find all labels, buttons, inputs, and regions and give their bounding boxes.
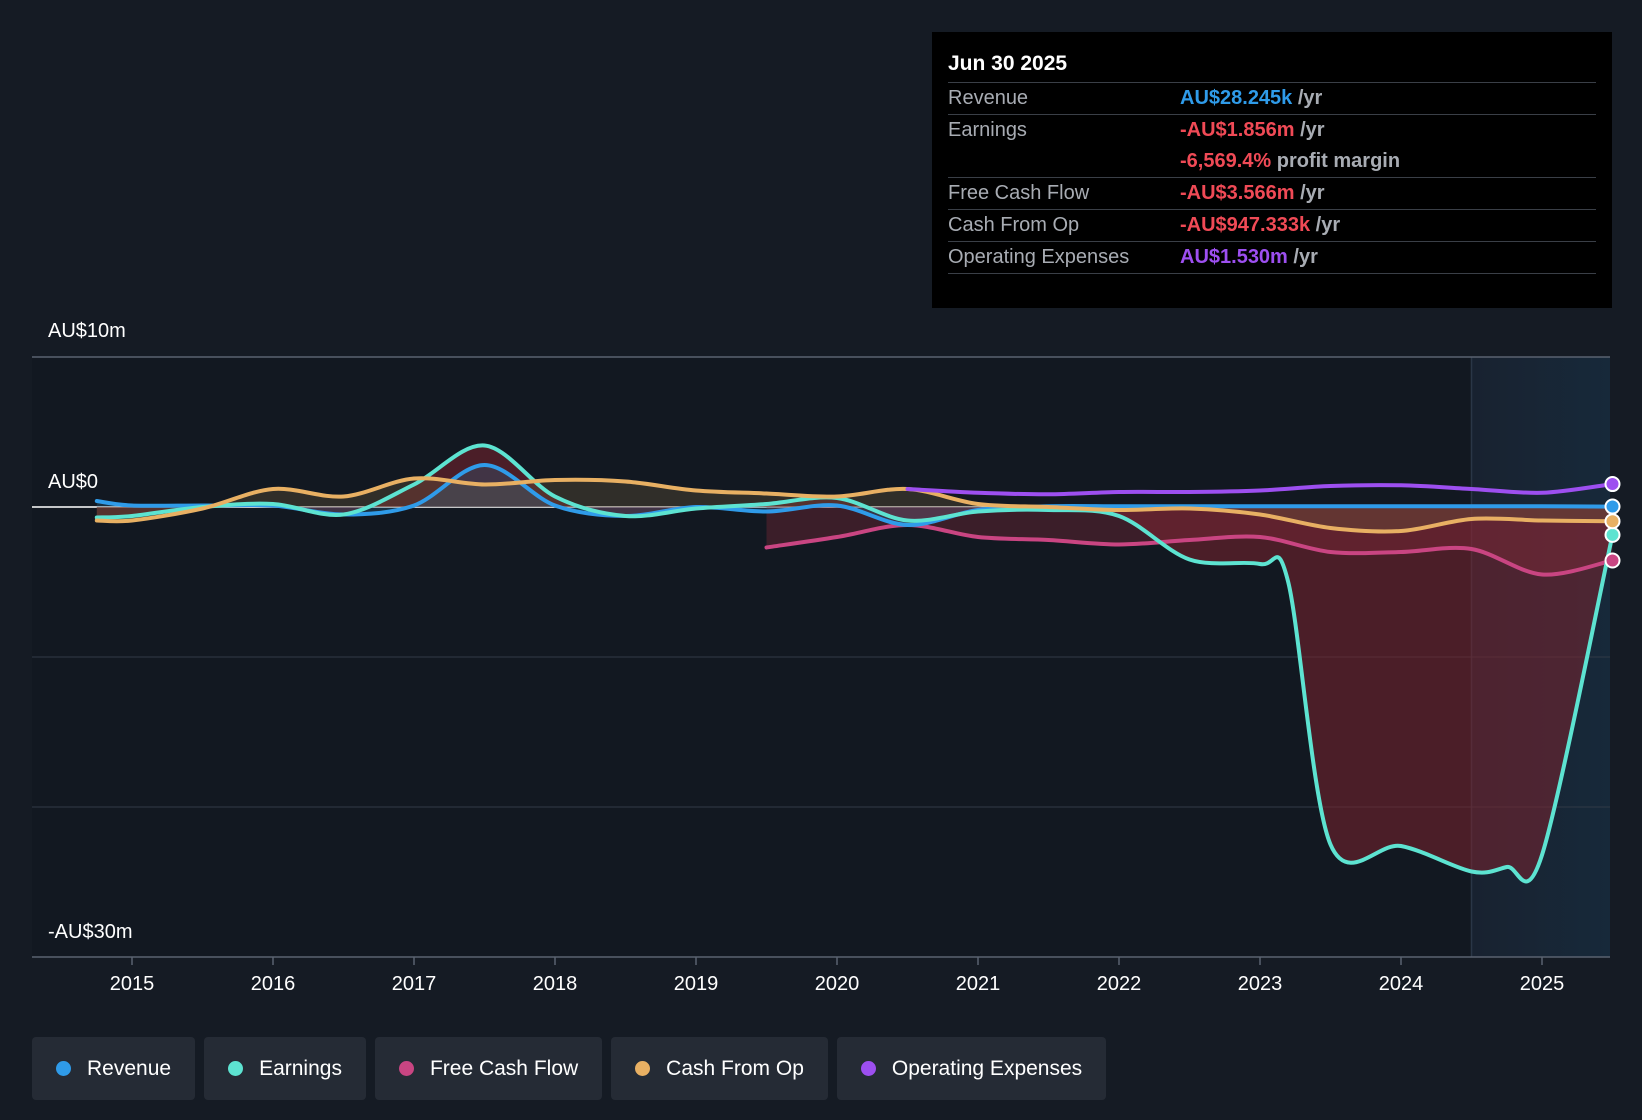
data-tooltip: Jun 30 2025 Revenue AU$28.245k /yr Earni… [932, 32, 1612, 308]
legend-dot-icon [228, 1061, 244, 1076]
x-tick-label: 2020 [815, 973, 860, 995]
tooltip-date: Jun 30 2025 [948, 52, 1068, 75]
cfo-end-point [1604, 513, 1621, 530]
x-tick-label: 2018 [533, 973, 578, 995]
tooltip-suffix: /yr [1293, 246, 1318, 268]
tooltip-label: Revenue [948, 87, 1029, 109]
tooltip-label: Operating Expenses [948, 246, 1130, 268]
legend-label: Operating Expenses [891, 1056, 1083, 1080]
fcf-area [766, 507, 1613, 575]
tooltip-label: Cash From Op [948, 214, 1080, 236]
tooltip-suffix: /yr [1300, 182, 1325, 204]
legend-label: Free Cash Flow [429, 1056, 579, 1080]
tooltip-value: -AU$947.333k [1180, 214, 1311, 236]
legend-label: Earnings [259, 1056, 342, 1080]
tooltip-profit-margin: -6,569.4% [1180, 150, 1272, 172]
legend-dot-icon [56, 1061, 71, 1076]
y-axis-label-bottom: -AU$30m [48, 921, 133, 943]
x-tick-label: 2025 [1520, 973, 1565, 995]
tooltip-suffix: /yr [1315, 214, 1341, 236]
cfo-line [94, 476, 1615, 534]
x-tick-label: 2023 [1238, 973, 1283, 995]
x-tick-label: 2019 [674, 973, 719, 995]
tooltip-row-opex: Operating Expenses AU$1.530m /yr [948, 241, 1596, 274]
legend-dot-icon [860, 1061, 876, 1076]
tooltip-row-fcf: Free Cash Flow -AU$3.566m /yr [948, 177, 1596, 209]
tooltip-label: Free Cash Flow [948, 182, 1090, 204]
fcf-end-point [1604, 552, 1621, 569]
y-axis-label-top: AU$10m [48, 320, 126, 342]
x-tick-label: 2024 [1379, 973, 1424, 995]
tooltip-value: AU$28.245k [1180, 87, 1293, 109]
chart-legend: Revenue Earnings Free Cash Flow Cash Fro… [32, 1037, 1107, 1100]
x-tick-label: 2015 [110, 973, 155, 995]
tooltip-label: Earnings [948, 119, 1027, 141]
tooltip-suffix: /yr [1297, 87, 1323, 109]
legend-dot-icon [635, 1061, 651, 1076]
tooltip-value: AU$1.530m [1180, 246, 1288, 268]
opex-end-point [1604, 476, 1621, 493]
revenue-area [96, 465, 1613, 526]
legend-item-revenue[interactable]: Revenue [32, 1037, 196, 1100]
tooltip-value: -AU$3.566m [1180, 182, 1295, 204]
tooltip-value: -AU$1.856m [1180, 119, 1295, 141]
legend-item-earnings[interactable]: Earnings [204, 1037, 366, 1100]
tooltip-suffix: profit margin [1276, 150, 1401, 172]
x-tick-label: 2016 [251, 973, 296, 995]
opex-line [905, 482, 1615, 497]
x-tick-label: 2021 [956, 973, 1001, 995]
legend-item-operating-expenses[interactable]: Operating Expenses [836, 1037, 1107, 1100]
revenue-end-point [1604, 498, 1621, 515]
x-tick-label: 2017 [392, 973, 437, 995]
earnings-line [94, 443, 1615, 884]
legend-item-free-cash-flow[interactable]: Free Cash Flow [374, 1037, 603, 1100]
y-axis-label-zero: AU$0 [48, 471, 99, 493]
tooltip-row-earnings: Earnings -AU$1.856m /yr -6,569.4% profit… [948, 114, 1596, 177]
legend-label: Cash From Op [666, 1056, 804, 1080]
tooltip-row-cfo: Cash From Op -AU$947.333k /yr [948, 209, 1596, 241]
cfo-area [96, 478, 1613, 532]
legend-label: Revenue [87, 1056, 172, 1080]
earnings-area [96, 445, 1613, 882]
earnings-end-point [1604, 526, 1621, 543]
legend-dot-icon [398, 1061, 414, 1076]
tooltip-suffix: /yr [1300, 119, 1325, 141]
legend-item-cash-from-op[interactable]: Cash From Op [611, 1037, 828, 1100]
x-tick-label: 2022 [1097, 973, 1142, 995]
tooltip-row-revenue: Revenue AU$28.245k /yr [948, 82, 1596, 114]
